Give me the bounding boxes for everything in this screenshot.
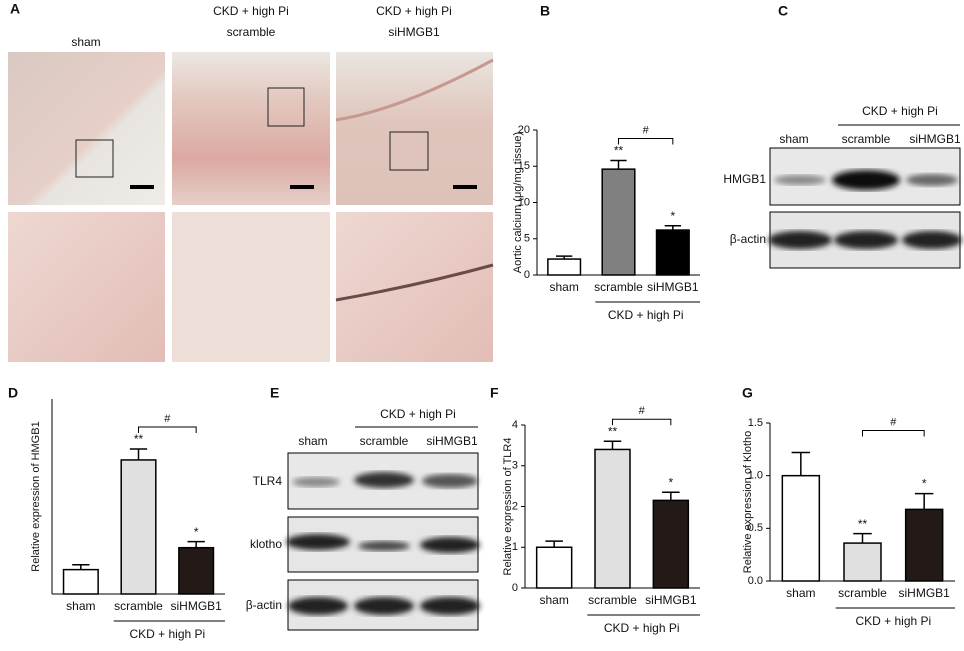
y-axis-label: Relative expression of TLR4 bbox=[502, 438, 514, 576]
row-label: HMGB1 bbox=[723, 172, 766, 186]
group-label: CKD + high Pi bbox=[129, 627, 205, 641]
group-label: CKD + high Pi bbox=[608, 308, 684, 322]
row-label: β-actin bbox=[246, 598, 282, 612]
bar bbox=[601, 168, 636, 276]
panel-letter: G bbox=[742, 385, 753, 401]
y-tick-label: 20 bbox=[518, 124, 530, 136]
group-label: CKD + high Pi bbox=[862, 104, 938, 118]
group-label: CKD + high Pi bbox=[604, 621, 680, 635]
x-tick-label: sham bbox=[549, 280, 578, 294]
bar bbox=[904, 508, 944, 582]
y-tick-label: 0.5 bbox=[748, 522, 763, 534]
bar bbox=[843, 542, 882, 582]
x-tick-label: sham bbox=[539, 593, 568, 607]
column-label: sham bbox=[71, 35, 100, 49]
y-tick-label: 15 bbox=[518, 160, 530, 172]
lane-label: scramble bbox=[842, 132, 891, 146]
bar bbox=[62, 568, 99, 595]
significance: * bbox=[194, 525, 199, 539]
row-label: TLR4 bbox=[253, 474, 283, 488]
row-label: β-actin bbox=[730, 232, 766, 246]
significance: ** bbox=[614, 144, 624, 158]
x-tick-label: siHMGB1 bbox=[647, 280, 699, 294]
panel-letter: F bbox=[490, 385, 499, 401]
bracket-label: # bbox=[643, 124, 650, 136]
x-tick-label: sham bbox=[786, 586, 815, 600]
y-tick-label: 1.5 bbox=[748, 417, 763, 429]
x-tick-label: siHMGB1 bbox=[898, 586, 950, 600]
bracket-label: # bbox=[164, 413, 171, 425]
significance: * bbox=[670, 209, 675, 223]
y-tick-label: 5 bbox=[524, 233, 530, 245]
histology bbox=[8, 52, 494, 362]
x-tick-label: sham bbox=[66, 599, 95, 613]
y-tick-label: 4 bbox=[512, 419, 518, 431]
y-tick-label: 2 bbox=[512, 500, 518, 512]
y-axis-label: Relative expression of HMGB1 bbox=[30, 421, 42, 571]
x-tick-label: scramble bbox=[594, 280, 643, 294]
x-tick-label: siHMGB1 bbox=[645, 593, 697, 607]
lane-label: scramble bbox=[360, 434, 409, 448]
lane-label: sham bbox=[298, 434, 327, 448]
column-label: scramble bbox=[227, 25, 276, 39]
blot bbox=[768, 147, 962, 269]
bar bbox=[655, 229, 690, 276]
panel-letter: B bbox=[540, 3, 550, 19]
panel-letter: C bbox=[778, 3, 788, 19]
bracket bbox=[618, 137, 674, 145]
panel-letter: D bbox=[8, 385, 18, 401]
bracket bbox=[138, 426, 197, 433]
panel-letter: E bbox=[270, 385, 279, 401]
y-tick-label: 0 bbox=[512, 582, 518, 594]
bar bbox=[120, 459, 157, 595]
y-axis-label: Aortic calcium (μg/mg tissue) bbox=[512, 132, 524, 273]
significance: ** bbox=[608, 424, 618, 438]
panel-letter: A bbox=[10, 1, 20, 17]
y-tick-label: 1 bbox=[512, 541, 518, 553]
y-tick-label: 0.0 bbox=[748, 575, 763, 587]
lane-label: siHMGB1 bbox=[909, 132, 961, 146]
bar bbox=[781, 474, 821, 582]
bar bbox=[594, 448, 631, 589]
x-tick-label: siHMGB1 bbox=[170, 599, 222, 613]
column-label: CKD + high Pi bbox=[376, 4, 452, 18]
column-label: siHMGB1 bbox=[388, 25, 440, 39]
y-axis-label: Relative expression of Klotho bbox=[742, 431, 754, 573]
significance: ** bbox=[858, 517, 868, 531]
blot bbox=[286, 452, 480, 631]
y-tick-label: 0 bbox=[524, 269, 530, 281]
lane-label: siHMGB1 bbox=[426, 434, 478, 448]
bracket bbox=[862, 429, 925, 437]
bar bbox=[535, 546, 573, 589]
bracket-label: # bbox=[890, 416, 897, 428]
bar bbox=[652, 499, 690, 589]
x-tick-label: scramble bbox=[838, 586, 887, 600]
bar bbox=[547, 258, 582, 276]
bracket bbox=[612, 418, 672, 426]
significance: ** bbox=[134, 432, 144, 446]
y-tick-label: 10 bbox=[518, 196, 530, 208]
y-tick-label: 1.0 bbox=[748, 470, 763, 482]
significance: * bbox=[668, 475, 673, 489]
group-label: CKD + high Pi bbox=[855, 614, 931, 628]
row-label: klotho bbox=[250, 537, 282, 551]
column-label: CKD + high Pi bbox=[213, 4, 289, 18]
significance: * bbox=[922, 477, 927, 491]
bar bbox=[178, 546, 215, 595]
x-tick-label: scramble bbox=[588, 593, 637, 607]
y-tick-label: 3 bbox=[512, 460, 518, 472]
x-tick-label: scramble bbox=[114, 599, 163, 613]
lane-label: sham bbox=[779, 132, 808, 146]
bracket-label: # bbox=[639, 405, 646, 417]
group-label: CKD + high Pi bbox=[380, 407, 456, 421]
